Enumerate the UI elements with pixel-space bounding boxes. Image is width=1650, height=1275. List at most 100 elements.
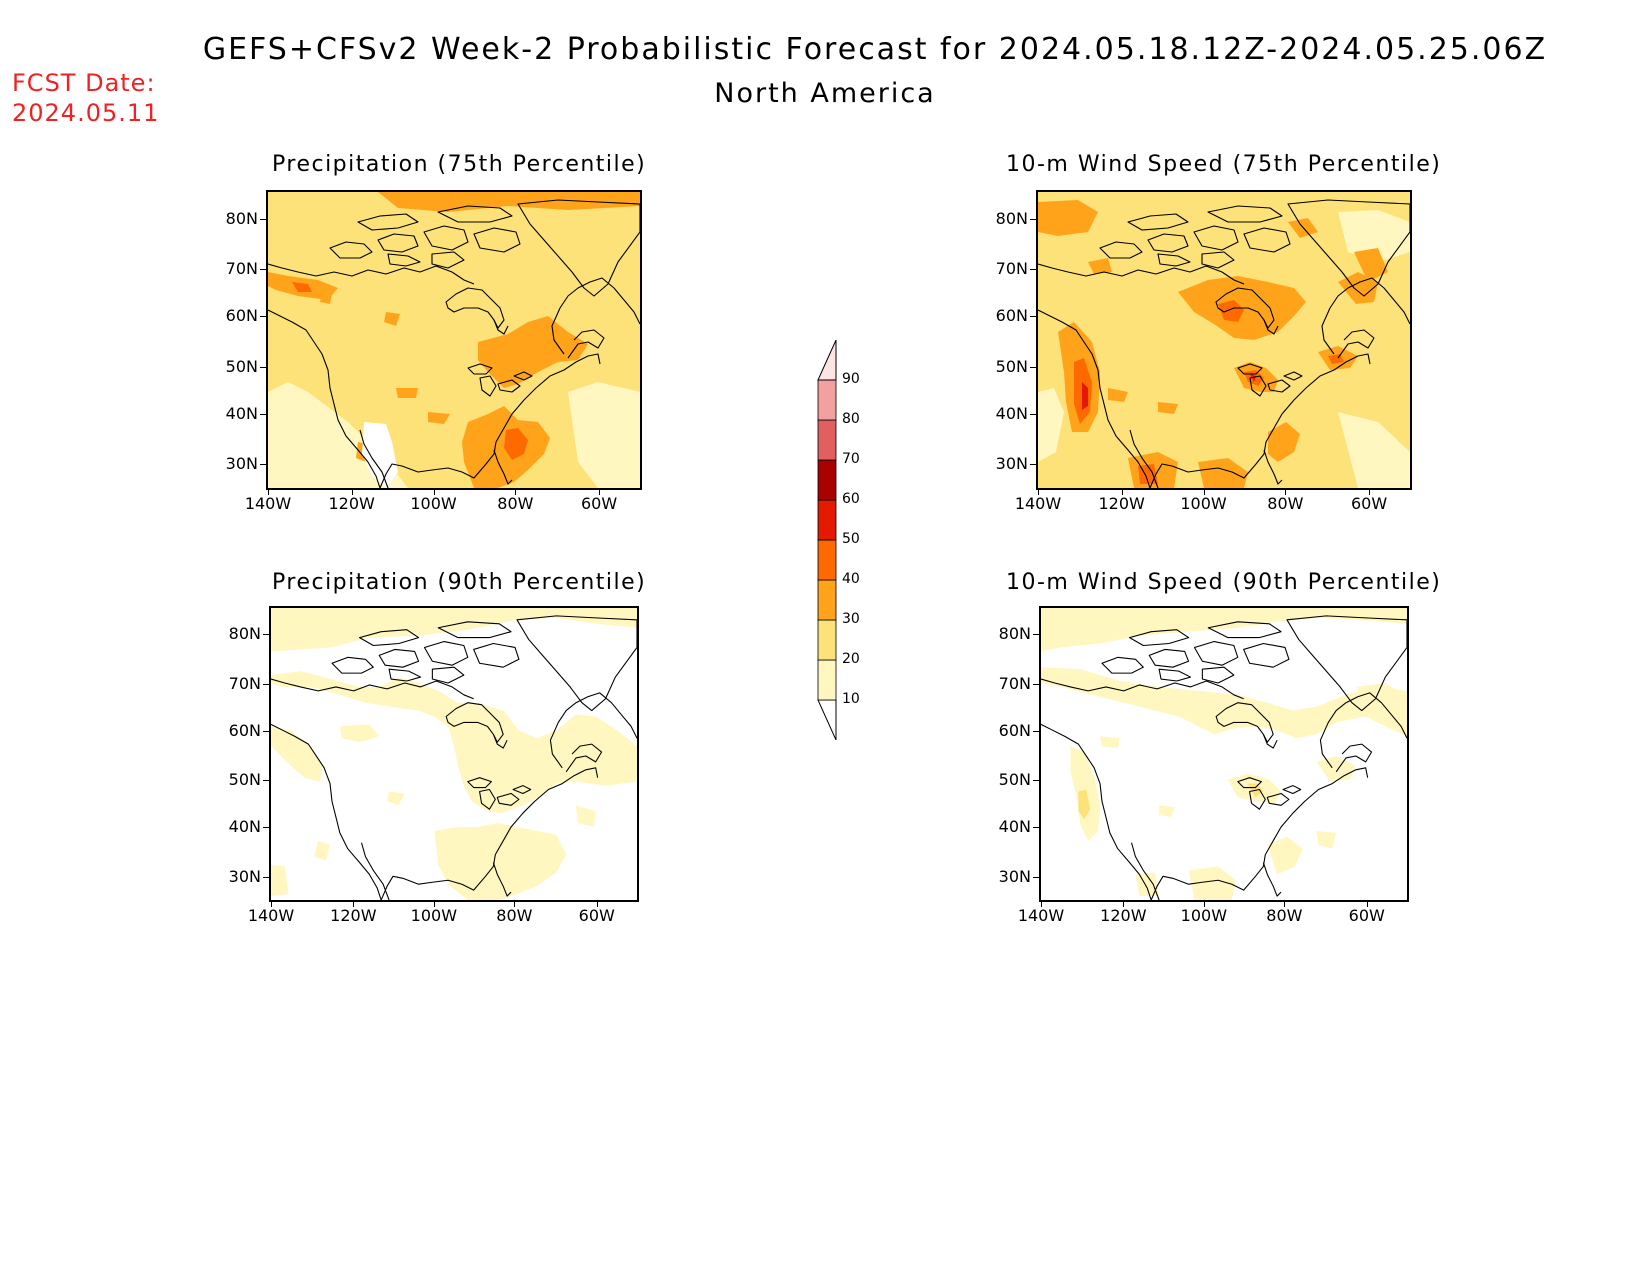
colorbar-swatch xyxy=(817,659,837,701)
probability-contour-region xyxy=(1338,412,1410,488)
coastline-segment xyxy=(1158,668,1192,682)
colorbar-swatch xyxy=(817,459,837,501)
map-svg-precip-75 xyxy=(268,192,640,488)
panel-title-wind-90: 10-m Wind Speed (90th Percentile) xyxy=(1006,570,1442,595)
lat-tick-label: 70N xyxy=(228,673,261,693)
colorbar-level-label: 70 xyxy=(842,451,860,467)
coastline-segment xyxy=(1201,666,1235,684)
probability-contour-region xyxy=(1082,382,1088,410)
map-precip-75 xyxy=(266,190,642,490)
coastline-segment xyxy=(549,692,637,769)
panel-title-precip-75: Precipitation (75th Percentile) xyxy=(272,152,647,177)
lat-tick-label: 30N xyxy=(225,454,258,474)
lon-tick-label: 140W xyxy=(1014,494,1062,513)
probability-contour-region xyxy=(1159,805,1175,818)
coastline-segment xyxy=(494,767,599,855)
lon-tick-mark xyxy=(271,900,272,907)
main-title: GEFS+CFSv2 Week-2 Probabilistic Forecast… xyxy=(202,32,1548,67)
coastline-segment xyxy=(1041,678,1244,700)
coastline-segment xyxy=(437,205,513,223)
coastline-segment xyxy=(445,287,505,329)
coastline-segment xyxy=(516,615,637,712)
coastline-segment xyxy=(1038,309,1151,488)
lon-tick-label: 60W xyxy=(580,494,618,513)
probability-contour-region xyxy=(271,726,323,782)
coastline-segment xyxy=(517,199,640,297)
colorbar-level-label: 90 xyxy=(842,371,860,387)
lon-tick-label: 120W xyxy=(1100,906,1147,925)
probability-contour-region xyxy=(314,840,331,861)
lon-tick-mark xyxy=(1366,900,1368,907)
coastline-segment xyxy=(496,792,520,806)
coastline-segment xyxy=(1157,253,1191,267)
coastline-segment xyxy=(268,263,475,285)
lon-tick-label: 80W xyxy=(1266,906,1303,925)
colorbar-swatch xyxy=(817,539,837,581)
coastline-segment xyxy=(1335,743,1373,773)
lat-tick-label: 40N xyxy=(228,817,261,836)
coastline-segment xyxy=(377,233,419,253)
coastline-segment xyxy=(1041,723,1152,900)
lon-tick-label: 100W xyxy=(1180,494,1227,513)
coastline-segment xyxy=(567,329,605,359)
coastline-segment xyxy=(379,441,497,488)
coastline-segment xyxy=(387,253,421,267)
coastline-segment xyxy=(467,363,493,375)
probability-contour-region xyxy=(396,388,418,398)
map-svg-precip-90 xyxy=(271,608,637,900)
lat-tick-mark xyxy=(1030,218,1037,220)
colorbar-low-triangle xyxy=(817,699,837,741)
colorbar-swatch xyxy=(817,579,837,621)
probability-contour-region xyxy=(1078,789,1091,820)
coastline-segment xyxy=(1237,363,1263,375)
lat-tick-mark xyxy=(1030,414,1037,415)
fcst-date-label: FCST Date: xyxy=(12,69,156,97)
coastline-segment xyxy=(1287,199,1410,297)
coastline-segment xyxy=(512,785,532,795)
coastline-segment xyxy=(431,251,465,269)
lat-tick-label: 70N xyxy=(998,673,1031,693)
coastline-segment xyxy=(378,648,420,668)
probability-contour-region xyxy=(1316,830,1337,849)
lat-tick-mark xyxy=(260,366,267,368)
map-wind-90 xyxy=(1039,606,1409,902)
lon-tick-label: 60W xyxy=(1348,906,1385,925)
probability-contour-region xyxy=(1355,682,1407,717)
coastline-segment xyxy=(1264,767,1369,855)
coastline-segment xyxy=(431,666,465,684)
lat-tick-mark xyxy=(263,876,270,878)
colorbar: 10 20 30 40 50 60 70 80 90 xyxy=(812,339,872,744)
fcst-date: FCST Date: 2024.05.11 xyxy=(12,68,159,128)
lon-tick-label: 80W xyxy=(1267,494,1304,513)
probability-contour-region xyxy=(1158,402,1178,414)
coastline-segment xyxy=(1207,621,1282,639)
probability-contour-region xyxy=(1108,388,1128,402)
lat-tick-mark xyxy=(1033,634,1040,636)
lat-tick-mark xyxy=(1030,268,1037,270)
lat-tick-label: 30N xyxy=(995,454,1028,474)
map-precip-90 xyxy=(269,606,639,902)
lon-tick-label: 80W xyxy=(497,494,534,513)
coastline-segment xyxy=(1127,213,1189,231)
lat-tick-label: 30N xyxy=(228,866,261,886)
panel-title-precip-90: Precipitation (90th Percentile) xyxy=(272,570,647,595)
coastline-segment xyxy=(473,227,521,253)
coastline-outline xyxy=(271,615,637,900)
coastline-segment xyxy=(495,353,601,443)
probability-contour-region xyxy=(271,608,637,652)
coastline-outline xyxy=(1038,199,1410,488)
probability-contour-region xyxy=(378,192,640,212)
coastline-segment xyxy=(271,723,382,900)
lat-tick-label: 60N xyxy=(998,720,1031,740)
lon-tick-mark xyxy=(1285,488,1287,495)
lon-tick-mark xyxy=(515,488,517,495)
lon-tick-mark xyxy=(1121,488,1123,495)
lon-tick-label: 120W xyxy=(330,906,377,925)
lon-tick-label: 80W xyxy=(496,906,533,925)
coastline-segment xyxy=(1243,227,1291,253)
coastline-segment xyxy=(1215,287,1275,329)
coastline-segment xyxy=(1266,792,1290,806)
coastline-segment xyxy=(423,640,469,666)
coastline-segment xyxy=(1207,205,1283,223)
lon-tick-mark xyxy=(268,488,269,495)
